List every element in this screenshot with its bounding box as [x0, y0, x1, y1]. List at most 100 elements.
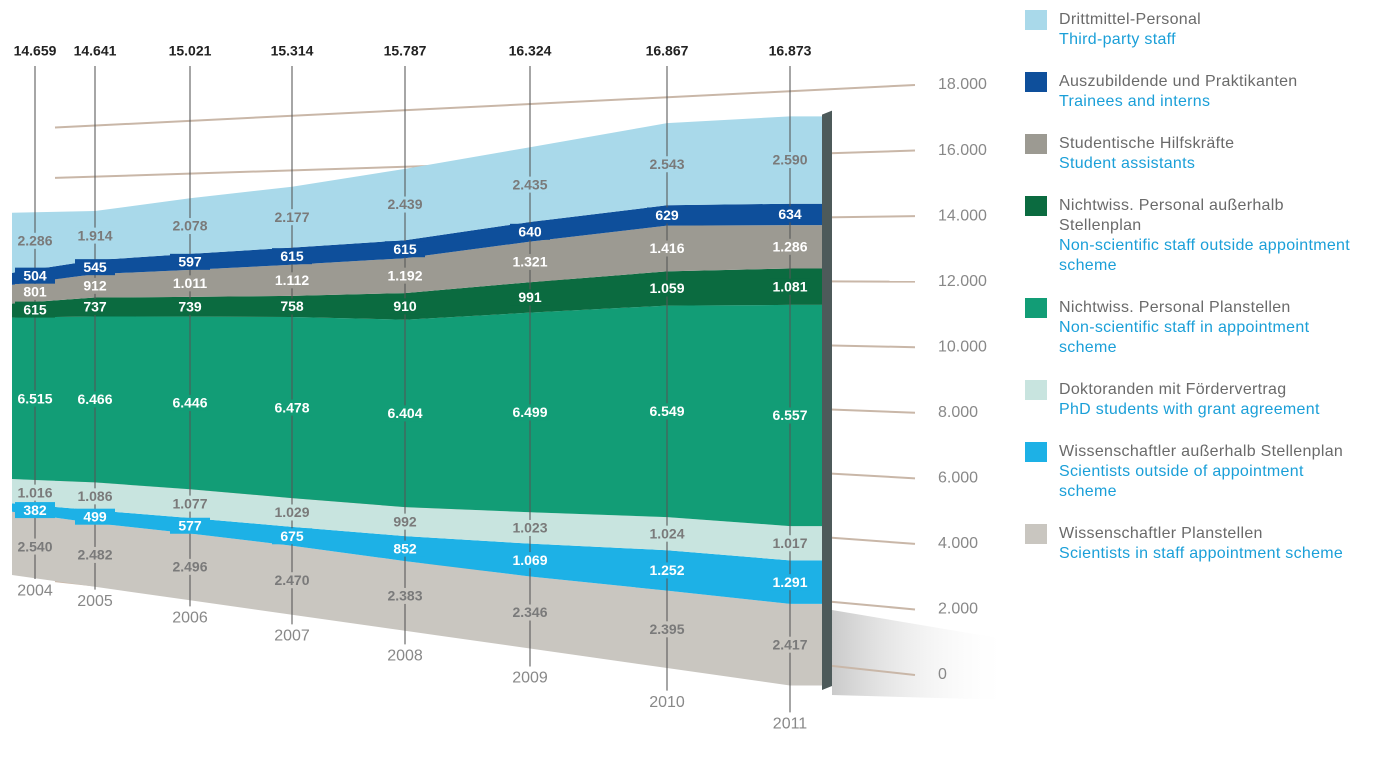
label-bg [75, 299, 115, 316]
value-label: 545 [83, 259, 107, 275]
value-label: 1.192 [387, 267, 422, 283]
legend-swatch [1025, 524, 1047, 544]
value-label: 1.416 [649, 240, 684, 256]
area [12, 116, 822, 273]
label-bg [385, 587, 425, 604]
value-label: 6.549 [649, 403, 684, 419]
value-label: 992 [393, 513, 417, 529]
legend-text: Studentische Hilfskräfte Student assistan… [1059, 134, 1359, 174]
label-bg [170, 394, 210, 411]
x-tick-label: 2008 [387, 648, 423, 665]
label-bg [647, 280, 687, 297]
label-bg [647, 156, 687, 173]
legend-text: Nichtwiss. Personal Planstellen Non-scien… [1059, 298, 1359, 358]
x-tick-label: 2009 [512, 670, 548, 687]
label-bg [15, 232, 55, 249]
label-bg [647, 525, 687, 542]
value-label: 758 [280, 298, 304, 314]
value-label: 2.286 [17, 233, 52, 249]
legend-label: Nichtwiss. Personal Planstellen [1059, 299, 1291, 316]
label-bg [170, 298, 210, 315]
legend-label-en: Student assistants [1059, 155, 1196, 172]
area [12, 268, 822, 320]
value-label: 6.557 [772, 407, 807, 423]
total-label: 14.641 [74, 43, 117, 59]
label-bg [770, 152, 810, 169]
legend-text: Doktoranden mit Fördervertrag PhD student… [1059, 380, 1359, 420]
value-label: 991 [518, 289, 542, 305]
value-label: 2.470 [274, 572, 309, 588]
label-bg [770, 238, 810, 255]
value-label: 577 [178, 517, 202, 533]
label-bg [170, 495, 210, 512]
value-label: 1.016 [17, 484, 52, 500]
value-label: 6.466 [77, 391, 112, 407]
legend-item: Doktoranden mit Fördervertrag PhD student… [1025, 380, 1395, 420]
label-bg [15, 283, 55, 300]
y-tick-label: 8.000 [938, 404, 978, 421]
x-tick-label: 2004 [17, 582, 53, 599]
total-label: 15.314 [271, 43, 314, 59]
label-bg [15, 267, 55, 284]
value-label: 737 [83, 299, 107, 315]
legend-item: Wissenschaftler außerhalb Stellenplan Sci… [1025, 442, 1395, 502]
label-bg [170, 253, 210, 270]
grid-line [54, 84, 916, 129]
label-bg [75, 259, 115, 276]
value-label: 2.543 [649, 156, 684, 172]
legend-label-en: Scientists outside of appointment scheme [1059, 463, 1304, 500]
value-label: 1.112 [275, 272, 309, 288]
label-bg [75, 508, 115, 525]
value-label: 2.439 [387, 196, 422, 212]
label-bg [385, 540, 425, 557]
legend-label-en: Third-party staff [1059, 31, 1176, 48]
label-bg [770, 574, 810, 591]
label-bg [15, 502, 55, 519]
label-bg [385, 196, 425, 213]
label-bg [510, 223, 550, 240]
value-label: 629 [655, 207, 679, 223]
value-label: 2.482 [77, 547, 112, 563]
value-label: 2.417 [772, 636, 807, 652]
value-label: 634 [778, 206, 802, 222]
y-tick-label: 0 [938, 666, 947, 683]
value-label: 2.540 [17, 538, 52, 554]
label-bg [770, 636, 810, 653]
legend-text: Nichtwiss. Personal außerhalb Stellenpla… [1059, 196, 1359, 276]
label-bg [770, 278, 810, 295]
total-label: 16.324 [509, 43, 552, 59]
value-label: 739 [178, 298, 202, 314]
label-bg [510, 552, 550, 569]
legend-swatch [1025, 134, 1047, 154]
x-tick-label: 2006 [172, 610, 208, 627]
legend-swatch [1025, 10, 1047, 30]
label-bg [510, 604, 550, 621]
value-label: 2.078 [172, 218, 207, 234]
value-label: 640 [518, 224, 542, 240]
value-label: 2.346 [512, 604, 547, 620]
legend-item: Drittmittel-Personal Third-party staff [1025, 10, 1395, 50]
label-bg [385, 298, 425, 315]
legend-text: Wissenschaftler außerhalb Stellenplan Sci… [1059, 442, 1359, 502]
label-bg [170, 218, 210, 235]
value-label: 1.914 [77, 227, 112, 243]
legend-label: Studentische Hilfskräfte [1059, 135, 1235, 152]
legend-label: Drittmittel-Personal [1059, 11, 1202, 28]
y-tick-label: 10.000 [938, 338, 987, 355]
label-bg [272, 248, 312, 265]
label-bg [272, 572, 312, 589]
legend-label-en: Trainees and interns [1059, 93, 1211, 110]
value-label: 675 [280, 528, 304, 544]
label-bg [510, 289, 550, 306]
chart: 0 2.000 4.000 6.000 8.000 10.000 12.000 14.000 1… [12, 43, 1010, 733]
legend-item: Nichtwiss. Personal außerhalb Stellenpla… [1025, 196, 1395, 276]
label-bg [75, 546, 115, 563]
value-label: 6.515 [17, 390, 52, 406]
value-label: 2.496 [172, 559, 207, 575]
legend-label-en: PhD students with grant agreement [1059, 401, 1320, 418]
label-bg [385, 513, 425, 530]
label-bg [170, 517, 210, 534]
value-label: 1.069 [512, 552, 547, 568]
total-label: 16.867 [646, 43, 689, 59]
total-label: 15.021 [169, 43, 212, 59]
